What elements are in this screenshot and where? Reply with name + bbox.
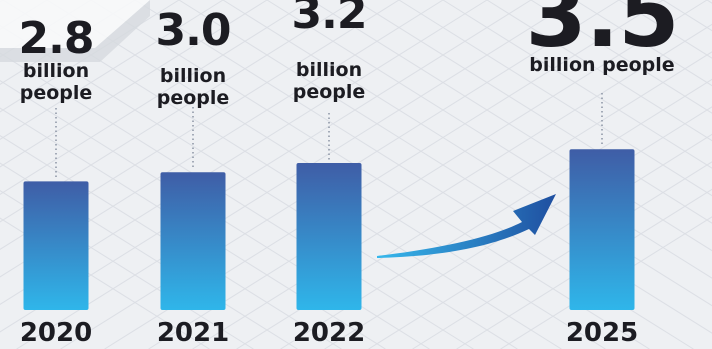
value-label-2020: 2.8 <box>18 13 95 64</box>
unit-label-2022: billion people <box>292 59 366 103</box>
year-label-2020: 2020 <box>19 318 93 348</box>
unit-label-2020: billion people <box>19 60 93 104</box>
value-label-2025: 3.5 <box>525 0 680 67</box>
year-label-2021: 2021 <box>156 318 230 348</box>
bar-2022 <box>296 163 362 310</box>
bar-2020 <box>23 181 89 310</box>
value-label-2022: 3.2 <box>291 0 368 39</box>
bar-2021 <box>160 172 226 310</box>
growth-arrow <box>377 194 556 258</box>
unit-label-2025: billion people <box>529 54 675 76</box>
year-label-2022: 2022 <box>292 318 366 348</box>
year-label-2025: 2025 <box>565 318 639 348</box>
value-label-2021: 3.0 <box>155 5 232 56</box>
bar-2025 <box>569 149 635 310</box>
unit-label-2021: billion people <box>156 65 230 109</box>
